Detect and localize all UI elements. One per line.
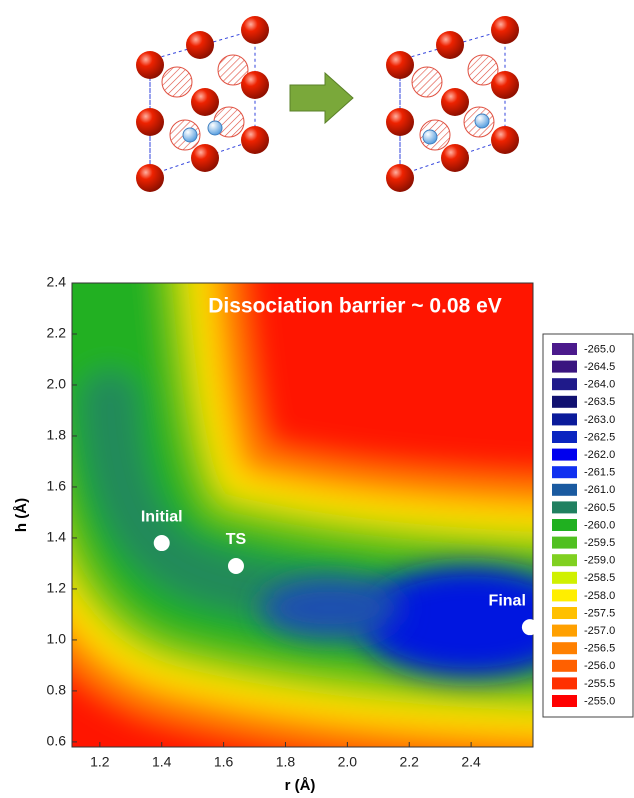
oxygen-atom (436, 31, 464, 59)
x-tick-label: 1.8 (276, 754, 296, 770)
figure: Dissociation barrier ~ 0.08 eV r (Å) h (… (0, 0, 634, 798)
colorbar-swatch (552, 378, 577, 390)
point-marker (228, 558, 244, 574)
x-tick-label: 2.2 (400, 754, 420, 770)
colorbar-swatch (552, 413, 577, 425)
colorbar-label: -261.5 (584, 467, 615, 479)
oxygen-atom (386, 108, 414, 136)
colorbar-label: -265.0 (584, 343, 615, 355)
x-tick-label: 1.6 (214, 754, 234, 770)
colorbar-swatch (552, 554, 577, 566)
colorbar-swatch (552, 660, 577, 672)
hydrogen-atom (183, 128, 197, 142)
hydrogen-atom (475, 114, 489, 128)
colorbar-label: -255.0 (584, 695, 615, 707)
oxygen-atom (241, 71, 269, 99)
vacancy-site (162, 67, 192, 97)
colorbar-label: -264.5 (584, 361, 615, 373)
point-label: TS (226, 531, 247, 548)
oxygen-atom (491, 16, 519, 44)
colorbar-swatch (552, 572, 577, 584)
point-marker (154, 535, 170, 551)
hydrogen-atom (208, 121, 222, 135)
colorbar-label: -258.0 (584, 590, 615, 602)
x-tick-label: 2.4 (461, 754, 481, 770)
oxygen-atom (191, 88, 219, 116)
colorbar-label: -256.5 (584, 643, 615, 655)
oxygen-atom (241, 126, 269, 154)
hydrogen-atom (423, 130, 437, 144)
colorbar-swatch (552, 607, 577, 619)
colorbar-label: -258.5 (584, 572, 615, 584)
colorbar-swatch (552, 519, 577, 531)
x-tick-label: 2.0 (338, 754, 358, 770)
colorbar-label: -257.0 (584, 625, 615, 637)
y-tick-label: 2.2 (47, 325, 67, 341)
oxygen-atom (441, 144, 469, 172)
colorbar-label: -255.5 (584, 678, 615, 690)
colorbar-label: -263.0 (584, 414, 615, 426)
colorbar-swatch (552, 537, 577, 549)
colorbar-label: -260.0 (584, 519, 615, 531)
oxygen-atom (491, 71, 519, 99)
oxygen-atom (386, 164, 414, 192)
y-tick-label: 1.0 (47, 631, 67, 647)
colorbar-label: -256.0 (584, 660, 615, 672)
oxygen-atom (186, 31, 214, 59)
colorbar-label: -259.0 (584, 555, 615, 567)
y-tick-label: 1.8 (47, 427, 67, 443)
colorbar-swatch (552, 642, 577, 654)
colorbar-label: -257.5 (584, 607, 615, 619)
colorbar-swatch (552, 695, 577, 707)
y-axis-label: h (Å) (13, 498, 30, 532)
y-tick-label: 0.6 (47, 733, 67, 749)
colorbar-swatch (552, 589, 577, 601)
colorbar-label: -262.0 (584, 449, 615, 461)
oxygen-atom (386, 51, 414, 79)
y-tick-label: 2.0 (47, 376, 67, 392)
colorbar-swatch (552, 449, 577, 461)
vacancy-site (412, 67, 442, 97)
oxygen-atom (191, 144, 219, 172)
colorbar-swatch (552, 501, 577, 513)
colorbar-label: -262.5 (584, 431, 615, 443)
colorbar-swatch (552, 625, 577, 637)
oxygen-atom (241, 16, 269, 44)
colorbar-swatch (552, 466, 577, 478)
colorbar-swatch (552, 677, 577, 689)
point-label: Final (489, 592, 526, 609)
y-tick-label: 0.8 (47, 682, 67, 698)
page: {"chart_data": {"type": "contour", "anno… (0, 0, 634, 798)
colorbar-swatch (552, 396, 577, 408)
colorbar-label: -259.5 (584, 537, 615, 549)
colorbar-swatch (552, 343, 577, 355)
oxygen-atom (136, 108, 164, 136)
oxygen-atom (136, 51, 164, 79)
annotation: Dissociation barrier ~ 0.08 eV (208, 295, 502, 318)
colorbar-label: -263.5 (584, 396, 615, 408)
colorbar-label: -260.5 (584, 502, 615, 514)
point-label: Initial (141, 508, 183, 525)
y-tick-label: 1.4 (47, 529, 67, 545)
oxygen-atom (491, 126, 519, 154)
y-tick-label: 2.4 (47, 274, 67, 290)
x-tick-label: 1.4 (152, 754, 172, 770)
arrow (290, 73, 353, 123)
y-tick-label: 1.6 (47, 478, 67, 494)
oxygen-atom (136, 164, 164, 192)
colorbar-swatch (552, 361, 577, 373)
colorbar-swatch (552, 484, 577, 496)
colorbar-swatch (552, 431, 577, 443)
y-tick-label: 1.2 (47, 580, 67, 596)
x-axis-label: r (Å) (285, 777, 316, 794)
point-marker (522, 619, 538, 635)
colorbar-label: -264.0 (584, 379, 615, 391)
oxygen-atom (441, 88, 469, 116)
colorbar-label: -261.0 (584, 484, 615, 496)
x-tick-label: 1.2 (90, 754, 110, 770)
